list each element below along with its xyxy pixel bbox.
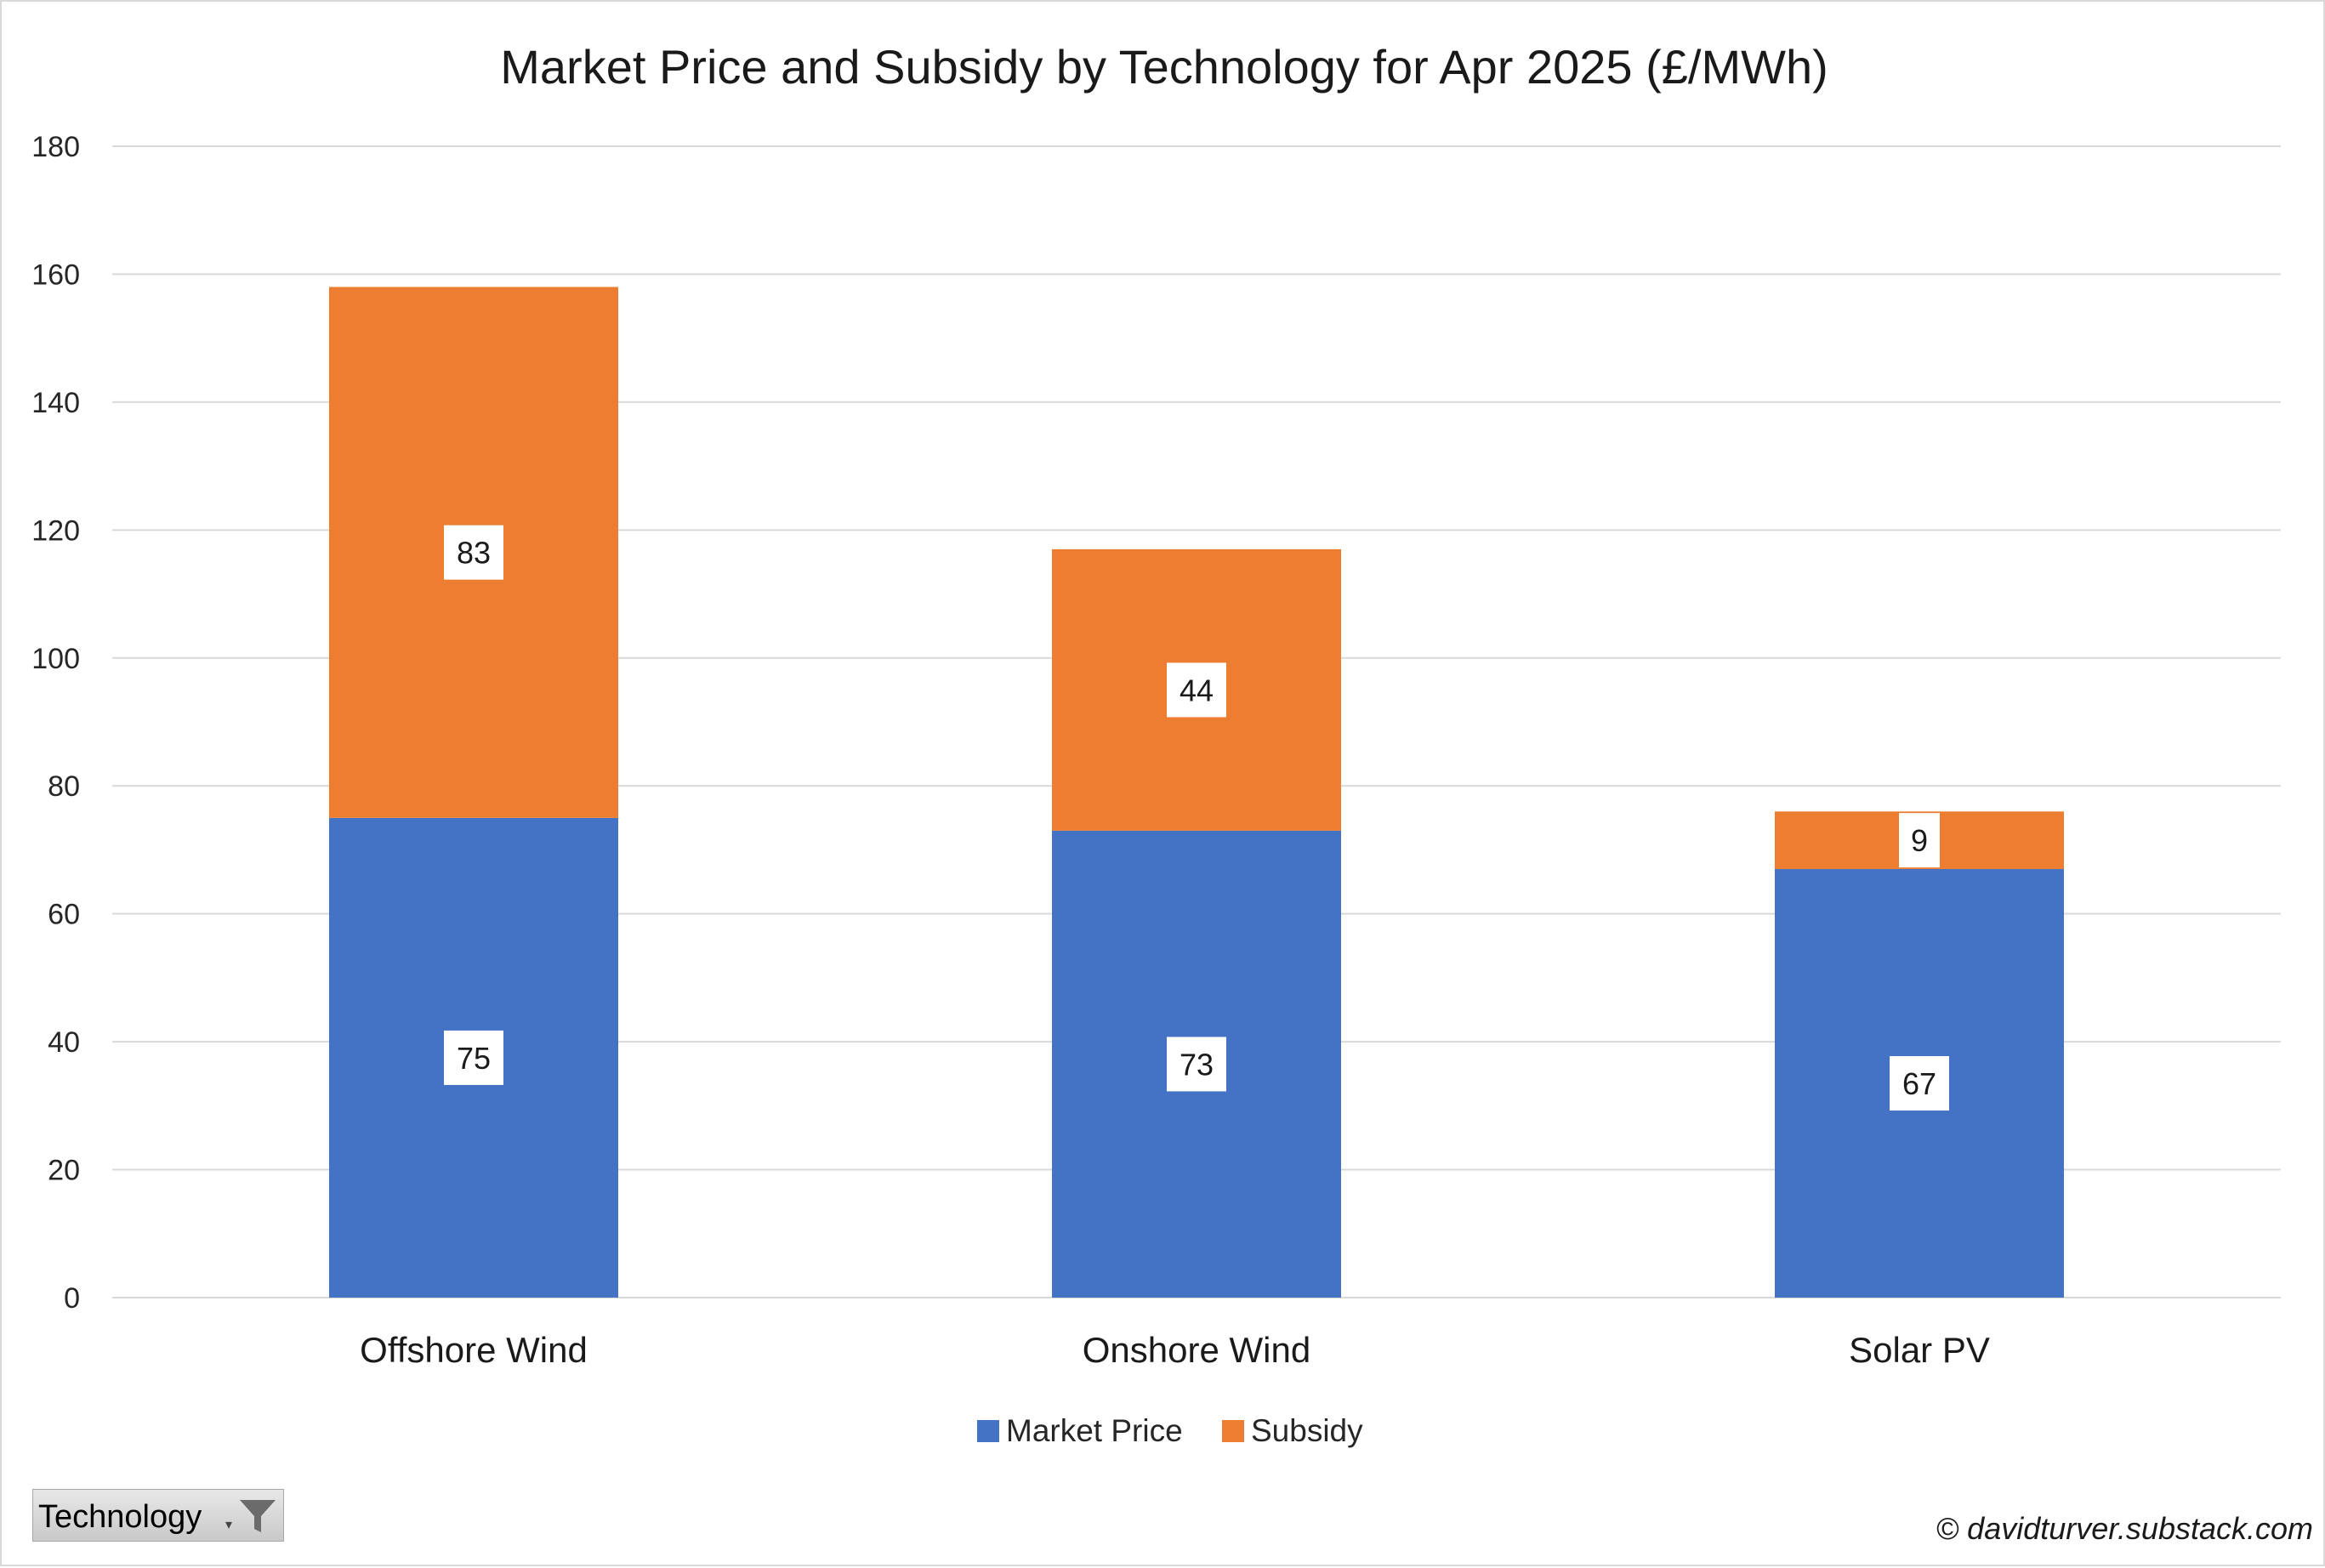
data-label: 73: [1180, 1047, 1214, 1082]
legend-swatch: [1222, 1420, 1244, 1442]
legend-label: Market Price: [1006, 1413, 1183, 1448]
y-tick-label: 40: [48, 1026, 80, 1059]
x-category-label: Onshore Wind: [1083, 1330, 1310, 1370]
y-tick-label: 120: [31, 514, 80, 547]
legend-label: Subsidy: [1251, 1413, 1363, 1448]
y-tick-label: 20: [48, 1155, 80, 1187]
x-category-label: Offshore Wind: [360, 1330, 588, 1370]
y-tick-label: 80: [48, 770, 80, 803]
data-label: 83: [457, 536, 491, 571]
y-tick-label: 140: [31, 387, 80, 419]
dropdown-arrow-icon: ▾: [225, 1518, 233, 1532]
legend: Market Price Subsidy: [977, 1413, 1363, 1448]
data-label: 75: [457, 1041, 491, 1076]
x-axis-categories: Offshore Wind Onshore Wind Solar PV: [360, 1330, 1990, 1370]
data-label: 44: [1180, 673, 1214, 707]
data-label: 67: [1902, 1066, 1936, 1101]
y-axis-ticks: 0 20 40 60 80 100 120 140 160 180: [31, 131, 80, 1315]
y-tick-label: 60: [48, 899, 80, 931]
technology-filter-button[interactable]: Technology ▾: [32, 1489, 284, 1542]
bars: [329, 287, 2064, 1298]
y-tick-label: 0: [64, 1282, 80, 1315]
funnel-icon: [240, 1500, 276, 1532]
chart-title: Market Price and Subsidy by Technology f…: [500, 40, 1828, 94]
filter-label: Technology: [38, 1499, 202, 1535]
data-label-box: [1890, 1056, 1949, 1111]
credit-text: © davidturver.substack.com: [1936, 1511, 2313, 1546]
data-label-box: [444, 525, 503, 580]
legend-swatch: [977, 1420, 999, 1442]
data-label-box: [1167, 662, 1226, 718]
y-tick-label: 160: [31, 258, 80, 291]
data-labels: 75 83 73 44 67 9: [444, 525, 1949, 1111]
data-label-box: [444, 1030, 503, 1085]
y-tick-label: 180: [31, 131, 80, 163]
data-label-box: [1899, 813, 1940, 868]
data-label-box: [1167, 1037, 1226, 1092]
x-category-label: Solar PV: [1849, 1330, 1990, 1370]
data-label: 9: [1911, 823, 1928, 858]
y-tick-label: 100: [31, 643, 80, 675]
